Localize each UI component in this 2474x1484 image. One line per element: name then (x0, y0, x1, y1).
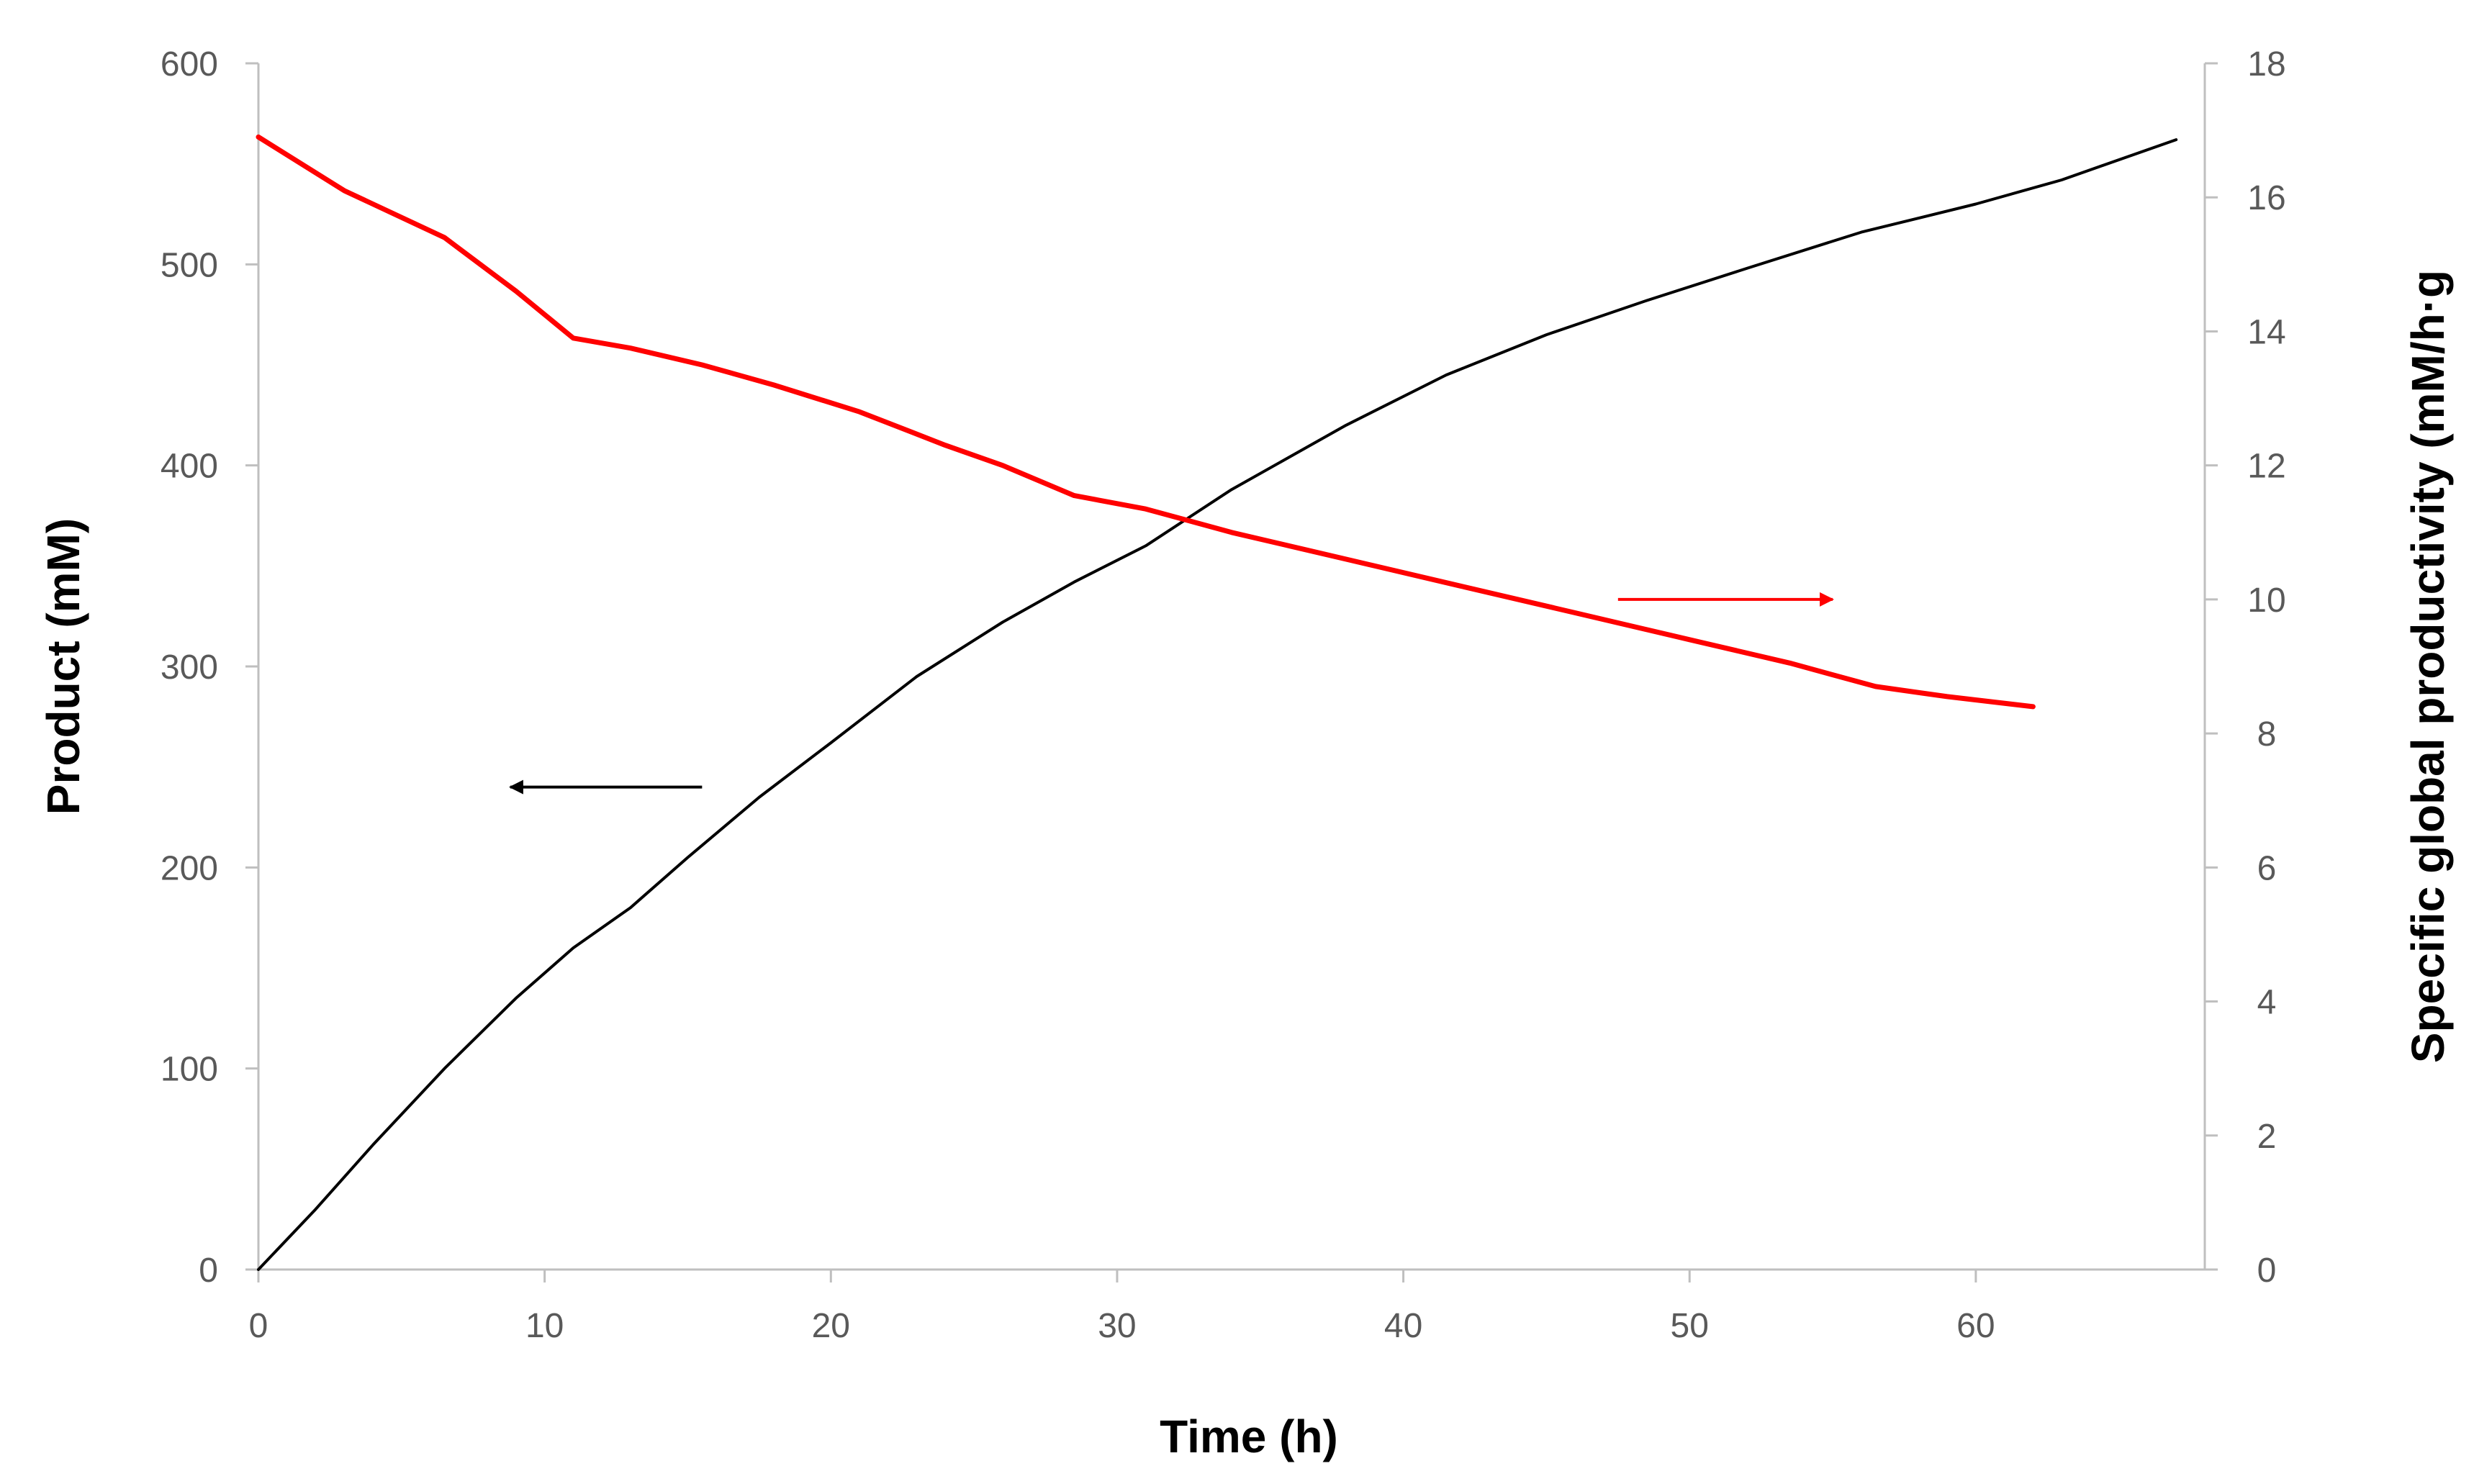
y2-tick-label: 10 (2247, 582, 2285, 620)
x-tick-label: 10 (525, 1307, 564, 1345)
x-tick-label: 0 (249, 1307, 268, 1345)
series-line-left-axis (257, 138, 2178, 1271)
y-tick-label: 600 (161, 45, 218, 83)
y2-tick-label: 8 (2257, 715, 2277, 754)
y2-tick-label: 4 (2257, 984, 2277, 1022)
y2-tick-label: 14 (2247, 313, 2285, 351)
y2-tick-label: 12 (2247, 448, 2285, 486)
x-tick-label: 30 (1098, 1307, 1136, 1345)
x-tick-label: 50 (1671, 1307, 1709, 1345)
y2-tick-label: 0 (2257, 1252, 2277, 1290)
left-y-axis-title: Product (mM) (37, 518, 89, 815)
right-y-axis-ticks: 0 2 4 6 8 10 12 14 16 18 (2205, 45, 2286, 1290)
y2-tick-label: 6 (2257, 849, 2277, 887)
series-line-right-axis (256, 134, 2036, 710)
series-layer (256, 134, 2178, 1271)
annotation-layer (508, 592, 1835, 795)
x-tick-label: 40 (1384, 1307, 1422, 1345)
x-tick-label: 20 (812, 1307, 850, 1345)
y-tick-label: 0 (199, 1252, 218, 1290)
x-tick-label: 60 (1956, 1307, 1995, 1345)
left-y-axis-ticks: 0 100 200 300 400 500 600 (161, 45, 258, 1290)
y-tick-label: 200 (161, 849, 218, 887)
y-tick-label: 500 (161, 246, 218, 284)
right-y-axis-title: Specific global productivity (mM/h·g (2402, 270, 2454, 1063)
x-axis-ticks: 0 10 20 30 40 50 60 (249, 1270, 1995, 1345)
y2-tick-label: 18 (2247, 45, 2285, 83)
y2-tick-label: 16 (2247, 179, 2285, 217)
x-axis-title: Time (h) (1160, 1411, 1338, 1462)
y-tick-label: 100 (161, 1051, 218, 1089)
y-tick-label: 300 (161, 648, 218, 687)
y-tick-label: 400 (161, 448, 218, 486)
y2-tick-label: 2 (2257, 1118, 2277, 1156)
